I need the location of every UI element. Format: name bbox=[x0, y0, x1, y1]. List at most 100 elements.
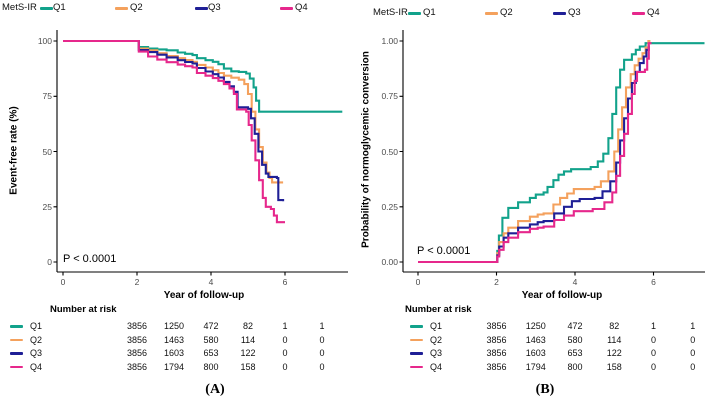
risk-count: 1463 bbox=[163, 334, 185, 345]
legend-swatch-q1 bbox=[408, 12, 421, 15]
risk-count: 0 bbox=[282, 334, 288, 345]
x-tick-label: 4 bbox=[208, 277, 214, 287]
y-tick-label: 1.00 bbox=[381, 36, 398, 46]
risk-count: 0 bbox=[319, 361, 325, 372]
risk-count: 3856 bbox=[126, 321, 148, 331]
y-tick-label: 0.25 bbox=[381, 201, 398, 212]
risk-swatch-q2 bbox=[410, 338, 423, 342]
y-tick-label: 0.00 bbox=[381, 257, 398, 267]
legend-label-q4: Q4 bbox=[647, 7, 660, 18]
km-plot-b bbox=[399, 30, 705, 276]
risk-row-label: Q3 bbox=[30, 348, 43, 358]
risk-count: 0 bbox=[650, 361, 656, 372]
risk-count: 114 bbox=[240, 334, 256, 345]
risk-count: 472 bbox=[567, 321, 583, 331]
risk-count: 0 bbox=[650, 334, 656, 345]
risk-row-label: Q1 bbox=[30, 321, 43, 331]
risk-count: 1 bbox=[282, 321, 288, 331]
x-tick-label: 2 bbox=[494, 277, 499, 287]
risk-count: 580 bbox=[567, 334, 583, 345]
risk-count: 1 bbox=[650, 321, 656, 331]
legend-swatch-q2 bbox=[115, 7, 128, 10]
risk-row-label: Q4 bbox=[430, 361, 443, 372]
risk-swatch-q4 bbox=[10, 365, 23, 369]
x-axis-title: Year of follow-up bbox=[163, 290, 245, 301]
y-tick-label: 25 bbox=[42, 201, 52, 212]
panel-b: MetS-IR Probability of normoglycemic con… bbox=[354, 0, 709, 404]
risk-count: 122 bbox=[606, 348, 622, 358]
x-tick-label: 0 bbox=[60, 277, 66, 287]
p-value: P < 0.0001 bbox=[417, 245, 471, 257]
x-axis-title: Year of follow-up bbox=[521, 290, 603, 301]
km-curve-q4 bbox=[418, 42, 652, 264]
km-curve-q1 bbox=[418, 42, 705, 264]
legend-label-q4: Q4 bbox=[295, 2, 308, 13]
legend-label-q1: Q1 bbox=[423, 7, 436, 18]
risk-row-label: Q3 bbox=[430, 348, 443, 358]
risk-row-label: Q2 bbox=[30, 334, 43, 345]
risk-count: 3856 bbox=[486, 348, 507, 358]
km-curve-q1 bbox=[63, 39, 343, 113]
risk-count: 0 bbox=[690, 361, 696, 372]
risk-swatch-q1 bbox=[10, 325, 23, 328]
risk-count: 800 bbox=[203, 361, 219, 372]
legend-swatch-q4 bbox=[280, 7, 293, 10]
risk-swatch-q3 bbox=[410, 352, 423, 355]
risk-count: 3856 bbox=[486, 361, 507, 372]
risk-count: 0 bbox=[690, 348, 696, 358]
risk-count: 82 bbox=[242, 321, 253, 331]
risk-count: 0 bbox=[690, 334, 696, 345]
panel-letter-a: (A) bbox=[205, 382, 225, 397]
risk-row-label: Q1 bbox=[430, 321, 443, 331]
legend-label-q3: Q3 bbox=[568, 7, 581, 18]
risk-count: 3856 bbox=[126, 361, 148, 372]
risk-count: 1250 bbox=[163, 321, 185, 331]
y-tick-label: 0 bbox=[47, 257, 52, 267]
risk-count: 82 bbox=[609, 321, 620, 331]
risk-row-label: Q4 bbox=[30, 361, 43, 372]
legend-label-q2: Q2 bbox=[500, 7, 513, 18]
risk-swatch-q1 bbox=[410, 325, 423, 328]
x-tick-label: 2 bbox=[134, 277, 140, 287]
risk-count: 472 bbox=[203, 321, 219, 331]
legend-swatch-q4 bbox=[632, 12, 645, 15]
risk-count: 800 bbox=[567, 361, 583, 372]
risk-count: 1794 bbox=[525, 361, 546, 372]
y-tick-label: 0.50 bbox=[381, 146, 398, 157]
x-tick-label: 0 bbox=[415, 277, 421, 287]
risk-count: 3856 bbox=[486, 321, 507, 331]
risk-count: 1 bbox=[690, 321, 696, 331]
x-tick-label: 6 bbox=[651, 277, 656, 287]
risk-count: 1603 bbox=[525, 348, 546, 358]
risk-count: 1 bbox=[319, 321, 325, 331]
legend-label-q1: Q1 bbox=[53, 2, 66, 13]
axis-lines bbox=[53, 30, 348, 276]
risk-count: 653 bbox=[567, 348, 583, 358]
km-curve-q2 bbox=[418, 39, 651, 264]
risk-count: 158 bbox=[240, 361, 256, 372]
risk-count: 0 bbox=[650, 348, 656, 358]
risk-count: 3856 bbox=[126, 334, 148, 345]
panel-letter-b: (B) bbox=[535, 382, 555, 397]
legend-label-q2: Q2 bbox=[130, 2, 143, 13]
legend-swatch-q3 bbox=[195, 7, 208, 10]
risk-count: 3856 bbox=[486, 334, 507, 345]
risk-count: 1463 bbox=[525, 334, 546, 345]
axis-lines bbox=[399, 30, 705, 276]
number-at-risk-header: Number at risk bbox=[405, 304, 472, 315]
risk-count: 0 bbox=[282, 348, 288, 358]
risk-count: 1794 bbox=[163, 361, 185, 372]
risk-count: 158 bbox=[606, 361, 622, 372]
legend-title: MetS-IR bbox=[2, 2, 37, 13]
x-tick-label: 4 bbox=[572, 277, 578, 287]
y-tick-label: 50 bbox=[42, 146, 52, 157]
risk-row-label: Q2 bbox=[430, 334, 443, 345]
risk-count: 1603 bbox=[163, 348, 185, 358]
legend-swatch-q3 bbox=[553, 12, 566, 15]
risk-count: 0 bbox=[319, 334, 325, 345]
p-value: P < 0.0001 bbox=[63, 253, 117, 265]
risk-count: 653 bbox=[203, 348, 219, 358]
km-curve-q3 bbox=[418, 45, 650, 264]
risk-count: 3856 bbox=[126, 348, 148, 358]
